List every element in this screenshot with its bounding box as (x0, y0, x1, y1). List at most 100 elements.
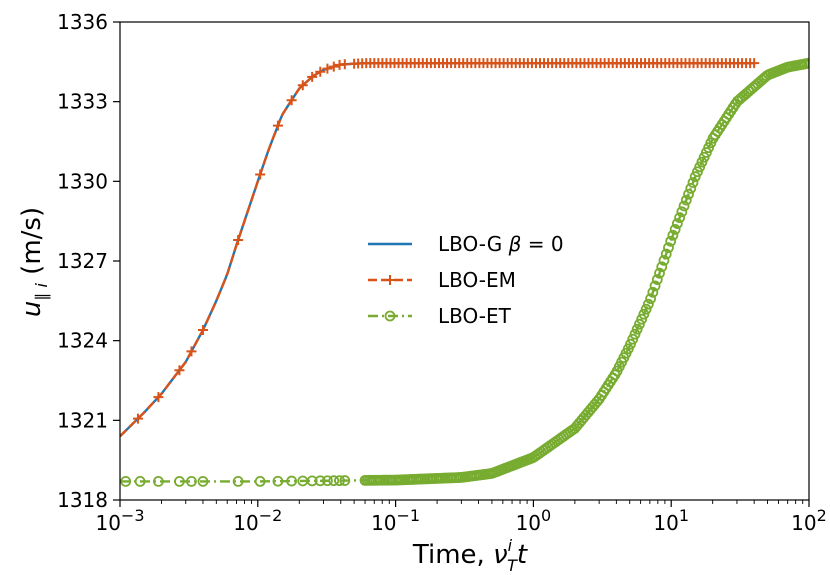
data-point (186, 346, 197, 357)
x-label-text: Time, (412, 540, 493, 570)
legend-label-suffix: = 0 (521, 232, 563, 256)
data-point (634, 318, 645, 330)
data-point (153, 476, 164, 487)
data-point (328, 61, 339, 72)
data-point (322, 63, 333, 74)
data-point (685, 182, 697, 194)
legend-marker (385, 275, 395, 285)
x-label-subscript: T (507, 556, 518, 575)
series-lbo-et (120, 57, 809, 487)
data-point (649, 280, 661, 292)
y-label-units: (m/s) (17, 207, 47, 283)
y-tick-label: 1321 (57, 408, 108, 432)
x-axis: 10−3 10−2 10−1 100 101 102 (95, 500, 827, 535)
data-point (339, 475, 351, 486)
data-point (334, 475, 345, 487)
data-point (153, 392, 164, 403)
x-tick-label: 10−1 (371, 506, 420, 535)
data-point (315, 66, 326, 77)
x-tick-label: 10−2 (233, 506, 282, 535)
data-point (654, 267, 665, 279)
data-point (671, 218, 683, 229)
plot-area (120, 57, 809, 487)
data-point (120, 476, 132, 487)
data-point (328, 475, 340, 487)
data-point (642, 298, 654, 310)
x-tick-exponent: −3 (121, 506, 145, 525)
x-tick-base: 10 (371, 511, 396, 535)
data-point (647, 286, 659, 298)
data-point (660, 248, 672, 260)
y-label-symbol: u (17, 301, 47, 317)
x-tick-label: 10−3 (95, 506, 144, 535)
legend-item-lbo-g-0: LBO-G β = 0 (368, 232, 564, 256)
data-point (314, 475, 326, 487)
y-tick-label: 1327 (57, 249, 108, 273)
y-tick-label: 1318 (57, 488, 108, 512)
legend-label: LBO-EM (438, 268, 516, 292)
data-point (322, 475, 333, 487)
y-tick-label: 1330 (57, 169, 108, 193)
data-point (307, 71, 318, 82)
data-point (254, 475, 266, 487)
legend-item-lbo-et: LBO-ET (368, 304, 512, 328)
data-point (640, 303, 652, 315)
data-point (629, 328, 641, 340)
x-axis-label: Time, νi Tt (412, 536, 528, 575)
x-tick-base: 10 (653, 511, 678, 535)
data-point (663, 242, 674, 254)
data-point (683, 188, 694, 200)
data-point (232, 476, 244, 487)
data-point (676, 206, 688, 218)
data-point (197, 325, 208, 336)
x-label-superscript: i (508, 536, 513, 555)
data-point (680, 194, 692, 206)
x-tick-label: 102 (791, 506, 827, 535)
legend: LBO-G β = 0 LBO-EM LBO-ET (368, 232, 564, 328)
x-tick-exponent: −2 (259, 506, 283, 525)
x-tick-base: 10 (95, 511, 120, 535)
x-tick-label: 100 (516, 506, 552, 535)
legend-label-prefix: LBO-G (438, 232, 509, 256)
data-point (134, 476, 146, 487)
legend-item-lbo-em: LBO-EM (368, 268, 516, 292)
data-point (678, 200, 690, 212)
data-point (636, 313, 648, 325)
data-point (272, 475, 284, 487)
data-point (297, 80, 308, 91)
data-point (665, 235, 677, 247)
series-lbo-em (120, 58, 760, 438)
x-tick-base: 10 (791, 511, 816, 535)
data-point (651, 274, 663, 285)
data-point (627, 333, 639, 345)
y-axis-label: u∥ i (m/s) (17, 207, 51, 317)
data-point (339, 59, 350, 70)
data-point (174, 476, 185, 487)
data-point (625, 338, 636, 350)
data-point (687, 177, 699, 188)
data-point (638, 308, 650, 320)
data-point (803, 57, 809, 69)
data-point (132, 413, 143, 424)
data-point (689, 171, 701, 183)
y-tick-label: 1336 (57, 10, 108, 34)
y-tick-label: 1333 (57, 90, 108, 114)
data-point (674, 212, 686, 224)
series-line-lbo-et (120, 61, 809, 483)
x-tick-exponent: 2 (817, 506, 827, 525)
x-tick-label: 101 (653, 506, 689, 535)
y-axis: 1318 1321 1324 1327 1330 1333 1336 (57, 10, 120, 512)
data-point (669, 224, 681, 235)
x-tick-base: 10 (233, 511, 258, 535)
x-tick-base: 10 (516, 511, 541, 535)
x-tick-exponent: −1 (397, 506, 421, 525)
axes: 10−3 10−2 10−1 100 101 1021318132113241327133… (17, 10, 827, 575)
data-point (286, 475, 298, 487)
legend-marker (384, 310, 396, 322)
legend-label: LBO-G β = 0 (438, 232, 564, 256)
data-point (255, 169, 266, 180)
y-tick-label: 1324 (57, 329, 108, 353)
legend-label: LBO-ET (438, 304, 512, 328)
